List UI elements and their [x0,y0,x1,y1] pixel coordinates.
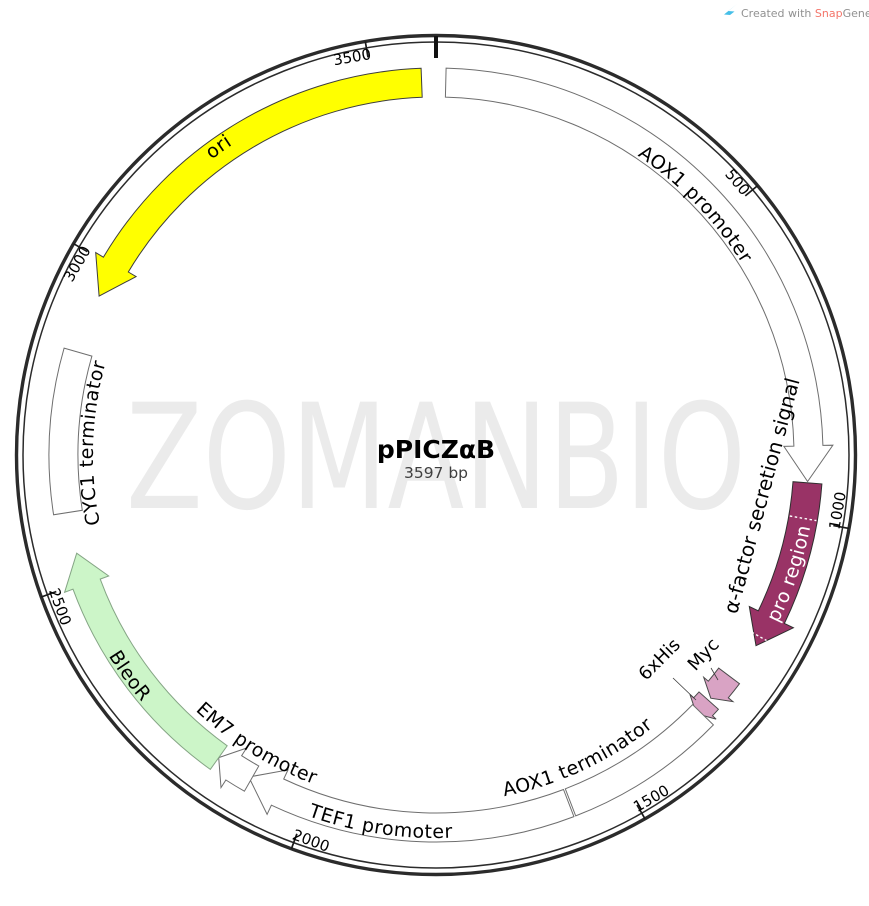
label-leader-myc [710,667,719,681]
feature-label-aox1-promoter[interactable]: AOX1 promoter [635,141,757,266]
feature-em7-promoter[interactable] [218,747,260,792]
feature-aox1-terminator[interactable] [564,703,715,817]
plasmid-size: 3597 bp [404,464,468,482]
tick-mark-1000 [833,524,850,530]
tick-label-1000: 1000 [825,490,849,531]
feature-bleor[interactable] [63,552,228,771]
feature-tef1-promoter[interactable] [248,769,575,843]
watermark: ZOMANBIO [126,373,746,543]
plasmid-title: pPICZαB [377,435,495,464]
credit-text: Created with SnapGene® [741,6,869,20]
tick-label-3000: 3000 [60,243,95,285]
backbone-ring-outer [14,33,858,877]
tick-mark-3500 [364,41,369,58]
snapgene-credit: Created with SnapGene® [723,4,869,21]
snapgene-logo-icon [723,4,737,21]
tick-mark-3000 [73,242,88,253]
segment-divider-alpha-factor-0 [789,515,817,522]
feature-alpha-factor[interactable] [748,481,823,647]
tick-mark-2000 [290,833,298,850]
feature-label-his6[interactable]: 6xHis [635,635,685,685]
tick-mark-1500 [636,804,646,820]
label-leader-his6 [672,677,697,701]
tick-mark-2500 [41,590,57,598]
feature-cyc1-terminator[interactable] [48,347,93,516]
tick-mark-500 [744,184,759,197]
feature-myc[interactable] [702,667,741,703]
feature-ori[interactable] [95,67,423,297]
feature-aox1-promoter[interactable] [444,67,834,483]
